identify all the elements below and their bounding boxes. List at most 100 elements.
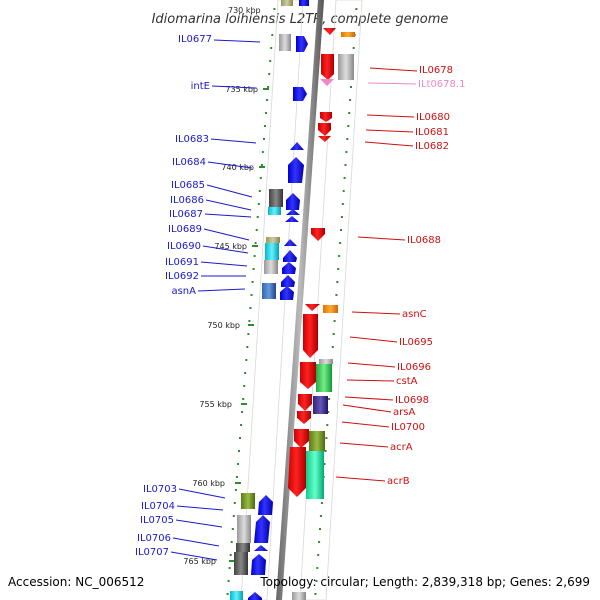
svg-text:760 kbp: 760 kbp bbox=[192, 479, 225, 488]
gene-arrow bbox=[323, 28, 336, 35]
gene-label[interactable]: acrA bbox=[339, 442, 413, 453]
feature-box bbox=[338, 54, 354, 80]
svg-text:intE: intE bbox=[191, 81, 210, 92]
track-dot bbox=[340, 229, 342, 231]
track-dot bbox=[273, 8, 276, 10]
svg-text:IL0689: IL0689 bbox=[168, 224, 202, 235]
svg-text:IL0678: IL0678 bbox=[419, 65, 453, 76]
track-dot bbox=[255, 229, 258, 231]
track-dot bbox=[230, 541, 233, 543]
track-dot bbox=[333, 320, 336, 322]
gene-arrow bbox=[311, 228, 325, 241]
gene-arrow bbox=[254, 545, 268, 551]
svg-text:IL0690: IL0690 bbox=[167, 241, 201, 252]
track-dot bbox=[256, 216, 259, 218]
track-dot bbox=[237, 463, 239, 465]
gene-label[interactable]: IL0677 bbox=[178, 34, 261, 45]
feature-box bbox=[266, 237, 280, 243]
gene-arrow bbox=[280, 286, 294, 300]
gene-label[interactable]: IL0696 bbox=[347, 362, 431, 373]
gene-label[interactable]: IL0700 bbox=[341, 421, 425, 433]
feature-box bbox=[262, 283, 276, 299]
gene-label[interactable]: intE bbox=[191, 81, 257, 92]
forward-gene-labels: IL0677 intE IL0683 IL0684 IL0685 IL0686 … bbox=[135, 34, 261, 561]
track-dot bbox=[335, 294, 338, 296]
svg-text:IL0698: IL0698 bbox=[395, 395, 429, 406]
svg-text:cstA: cstA bbox=[396, 376, 418, 387]
track-dot bbox=[316, 567, 319, 569]
track-dot bbox=[257, 203, 260, 205]
svg-text:765 kbp: 765 kbp bbox=[183, 557, 216, 566]
svg-text:asnA: asnA bbox=[171, 286, 196, 297]
svg-text:735 kbp: 735 kbp bbox=[225, 85, 258, 94]
gene-label[interactable]: IL0684 bbox=[172, 157, 253, 169]
gene-label[interactable]: IL0705 bbox=[140, 515, 223, 528]
genome-backbone bbox=[276, 0, 324, 600]
gene-label[interactable]: IL0698 bbox=[344, 395, 429, 406]
track-dot bbox=[268, 73, 271, 75]
gene-label[interactable]: IL0683 bbox=[175, 134, 257, 145]
gene-label[interactable]: IL0686 bbox=[170, 195, 252, 211]
gene-label[interactable]: IL0688 bbox=[357, 235, 441, 246]
track-dot bbox=[326, 424, 329, 426]
track-dot bbox=[354, 21, 357, 23]
gene-label[interactable]: IL0706 bbox=[137, 533, 220, 547]
gene-arrow bbox=[254, 515, 270, 543]
gene-label[interactable]: IL0692 bbox=[165, 271, 246, 282]
svg-text:IL0686: IL0686 bbox=[170, 195, 204, 206]
gene-label[interactable]: IL0680 bbox=[366, 112, 450, 123]
track-dot bbox=[265, 112, 267, 114]
gene-label[interactable]: IL0695 bbox=[349, 336, 433, 348]
feature-box bbox=[306, 451, 324, 499]
genome-title: Idiomarina loihiensis L2TR, complete gen… bbox=[152, 12, 449, 27]
svg-text:IL0705: IL0705 bbox=[140, 515, 174, 526]
track-dot bbox=[341, 203, 344, 205]
track-dot bbox=[266, 99, 269, 101]
gene-label[interactable]: IL0689 bbox=[168, 224, 250, 241]
gene-label[interactable]: IL0690 bbox=[167, 241, 249, 254]
svg-text:745 kbp: 745 kbp bbox=[214, 242, 247, 251]
gene-label[interactable]: asnC bbox=[351, 309, 427, 320]
gene-label[interactable]: IL0682 bbox=[364, 141, 449, 152]
gene-label[interactable]: ILt0678.1 bbox=[367, 79, 465, 90]
gene-label[interactable]: asnA bbox=[171, 286, 246, 297]
gene-label[interactable]: IL0678 bbox=[369, 65, 453, 76]
gene-label[interactable]: IL0691 bbox=[165, 257, 248, 268]
gene-label[interactable]: IL0685 bbox=[171, 180, 253, 198]
svg-text:IL0680: IL0680 bbox=[416, 112, 450, 123]
track-dot bbox=[226, 593, 229, 595]
track-dot bbox=[325, 437, 328, 439]
track-dot bbox=[259, 177, 262, 179]
gene-arrow bbox=[248, 592, 262, 600]
track-dot bbox=[263, 138, 265, 140]
svg-text:IL0704: IL0704 bbox=[141, 501, 175, 512]
dot-track-right bbox=[314, 8, 358, 595]
feature-box bbox=[236, 543, 250, 552]
gene-label[interactable]: IL0681 bbox=[365, 127, 449, 138]
svg-text:acrB: acrB bbox=[387, 476, 410, 487]
gene-label[interactable]: IL0687 bbox=[169, 209, 252, 220]
svg-text:730 kbp: 730 kbp bbox=[228, 6, 261, 15]
feature-box bbox=[230, 591, 243, 600]
gene-label[interactable]: arsA bbox=[342, 404, 415, 418]
gene-label[interactable]: IL0704 bbox=[141, 501, 224, 512]
gene-label[interactable]: cstA bbox=[346, 376, 418, 387]
track-dot bbox=[228, 567, 231, 569]
gene-label[interactable]: IL0703 bbox=[143, 484, 226, 499]
track-dot bbox=[350, 86, 352, 88]
track-dot bbox=[346, 138, 349, 140]
feature-box bbox=[323, 305, 338, 313]
feature-box bbox=[237, 515, 251, 543]
track-dot bbox=[253, 255, 256, 257]
track-dot bbox=[345, 151, 348, 153]
track-dot bbox=[328, 398, 331, 400]
track-dot bbox=[260, 164, 263, 166]
scale-tick: 755 kbp bbox=[199, 400, 247, 409]
gene-arrow bbox=[305, 304, 320, 311]
track-dot bbox=[337, 268, 340, 270]
track-dot bbox=[331, 346, 334, 348]
gene-arrow bbox=[299, 0, 309, 6]
gene-label[interactable]: IL0707 bbox=[135, 547, 218, 561]
gene-label[interactable]: acrB bbox=[335, 476, 410, 487]
